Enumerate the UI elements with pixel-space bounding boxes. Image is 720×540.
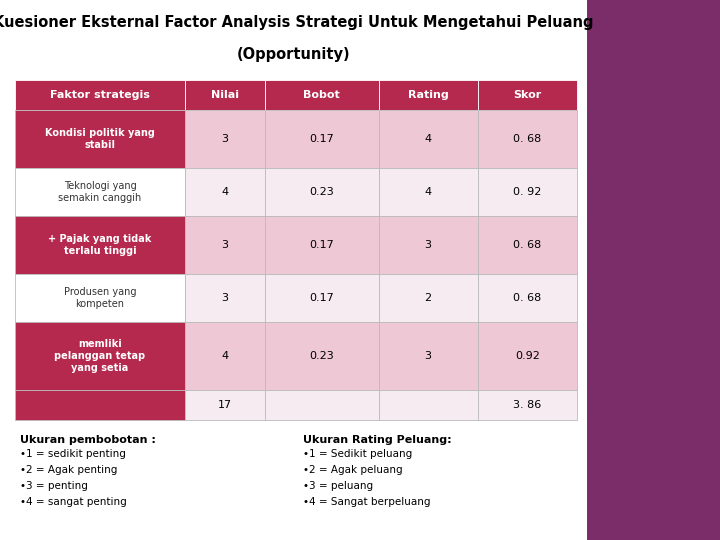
Text: 2: 2: [425, 293, 432, 303]
Bar: [185, 390, 265, 420]
Text: Kondisi politik yang
stabil: Kondisi politik yang stabil: [45, 128, 155, 150]
Text: •3 = peluang: •3 = peluang: [303, 481, 374, 491]
Text: 0. 68: 0. 68: [513, 240, 541, 250]
Bar: [379, 274, 477, 322]
Text: •4 = sangat penting: •4 = sangat penting: [20, 497, 127, 507]
Bar: [15, 216, 185, 274]
Bar: [379, 216, 477, 274]
Text: 4: 4: [222, 187, 229, 197]
Bar: [379, 168, 477, 216]
Bar: [477, 216, 577, 274]
Bar: [15, 168, 185, 216]
Bar: [477, 110, 577, 168]
Bar: [265, 274, 379, 322]
Bar: [185, 216, 265, 274]
Text: Ukuran Rating Peluang:: Ukuran Rating Peluang:: [303, 435, 452, 445]
Bar: [185, 168, 265, 216]
Bar: [265, 322, 379, 390]
Bar: [265, 168, 379, 216]
Bar: [379, 80, 477, 110]
Bar: [0, 0, 587, 540]
Bar: [477, 390, 577, 420]
Bar: [185, 80, 265, 110]
Text: Ukuran pembobotan :: Ukuran pembobotan :: [20, 435, 156, 445]
Text: 0.17: 0.17: [310, 293, 334, 303]
Bar: [185, 274, 265, 322]
Text: 0.17: 0.17: [310, 240, 334, 250]
Text: Teknologi yang
semakin canggih: Teknologi yang semakin canggih: [58, 181, 142, 203]
Bar: [477, 322, 577, 390]
Text: Bobot: Bobot: [304, 90, 341, 100]
Text: 3: 3: [425, 240, 431, 250]
Bar: [15, 322, 185, 390]
Text: 0.23: 0.23: [310, 351, 334, 361]
Text: 4: 4: [425, 187, 432, 197]
Bar: [265, 216, 379, 274]
Text: 0. 68: 0. 68: [513, 134, 541, 144]
Text: 4: 4: [425, 134, 432, 144]
Bar: [185, 110, 265, 168]
Bar: [477, 80, 577, 110]
Bar: [15, 274, 185, 322]
Bar: [265, 110, 379, 168]
Text: 3: 3: [222, 134, 228, 144]
Text: Faktor strategis: Faktor strategis: [50, 90, 150, 100]
Text: •1 = sedikit penting: •1 = sedikit penting: [20, 449, 126, 459]
Bar: [265, 80, 379, 110]
Text: 3: 3: [222, 293, 228, 303]
Bar: [379, 322, 477, 390]
Text: 3: 3: [425, 351, 431, 361]
Text: •4 = Sangat berpeluang: •4 = Sangat berpeluang: [303, 497, 431, 507]
Text: 3. 86: 3. 86: [513, 400, 541, 410]
Bar: [15, 80, 185, 110]
Text: •2 = Agak penting: •2 = Agak penting: [20, 465, 117, 475]
Text: Produsen yang
kompeten: Produsen yang kompeten: [64, 287, 136, 309]
Text: 0. 92: 0. 92: [513, 187, 541, 197]
Text: •1 = Sedikit peluang: •1 = Sedikit peluang: [303, 449, 413, 459]
Bar: [15, 110, 185, 168]
Bar: [477, 168, 577, 216]
Bar: [379, 110, 477, 168]
Bar: [379, 390, 477, 420]
Bar: [15, 390, 185, 420]
Text: Rating: Rating: [408, 90, 449, 100]
Text: 17: 17: [218, 400, 232, 410]
Bar: [185, 322, 265, 390]
Text: (Opportunity): (Opportunity): [237, 48, 350, 63]
Text: 4: 4: [222, 351, 229, 361]
Text: memliki
pelanggan tetap
yang setia: memliki pelanggan tetap yang setia: [55, 340, 145, 373]
Text: + Pajak yang tidak
terlalu tinggi: + Pajak yang tidak terlalu tinggi: [48, 234, 152, 256]
Text: Kuesioner Eksternal Factor Analysis Strategi Untuk Mengetahui Peluang: Kuesioner Eksternal Factor Analysis Stra…: [0, 15, 594, 30]
Text: •2 = Agak peluang: •2 = Agak peluang: [303, 465, 403, 475]
Text: 3: 3: [222, 240, 228, 250]
Text: Skor: Skor: [513, 90, 541, 100]
Text: •3 = penting: •3 = penting: [20, 481, 88, 491]
Text: 0.92: 0.92: [515, 351, 540, 361]
Text: 0. 68: 0. 68: [513, 293, 541, 303]
Bar: [477, 274, 577, 322]
Text: Nilai: Nilai: [211, 90, 239, 100]
Text: 0.17: 0.17: [310, 134, 334, 144]
Text: 0.23: 0.23: [310, 187, 334, 197]
Bar: [265, 390, 379, 420]
